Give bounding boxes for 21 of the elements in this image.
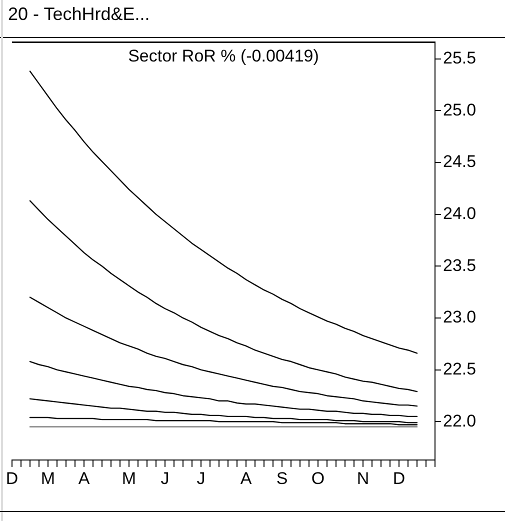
y-tick-label: 24.5 (443, 152, 476, 172)
y-tick-label: 23.5 (443, 256, 476, 275)
x-tick-label: S (276, 468, 288, 488)
x-tick-label: A (78, 468, 90, 488)
y-tick-label: 25.5 (443, 48, 476, 68)
x-tick-label: D (392, 468, 406, 488)
x-tick-label: M (40, 468, 56, 488)
x-tick-label: J (196, 468, 206, 488)
x-tick-label: N (356, 468, 370, 488)
x-tick-label: M (122, 468, 136, 488)
y-tick-label: 23.0 (443, 308, 476, 327)
chart-subtitle: Sector RoR % (-0.00419) (128, 46, 319, 66)
x-tick-label: O (311, 468, 325, 488)
x-tick-label: J (160, 468, 170, 488)
y-tick-label: 22.0 (443, 411, 476, 430)
y-tick-label: 24.0 (443, 204, 476, 223)
chart-title: 20 - TechHrd&E... (8, 4, 150, 25)
x-tick-label: D (6, 468, 18, 488)
y-tick-label: 22.5 (443, 359, 476, 378)
y-tick-label: 25.0 (443, 100, 476, 120)
x-tick-label: A (240, 468, 252, 488)
